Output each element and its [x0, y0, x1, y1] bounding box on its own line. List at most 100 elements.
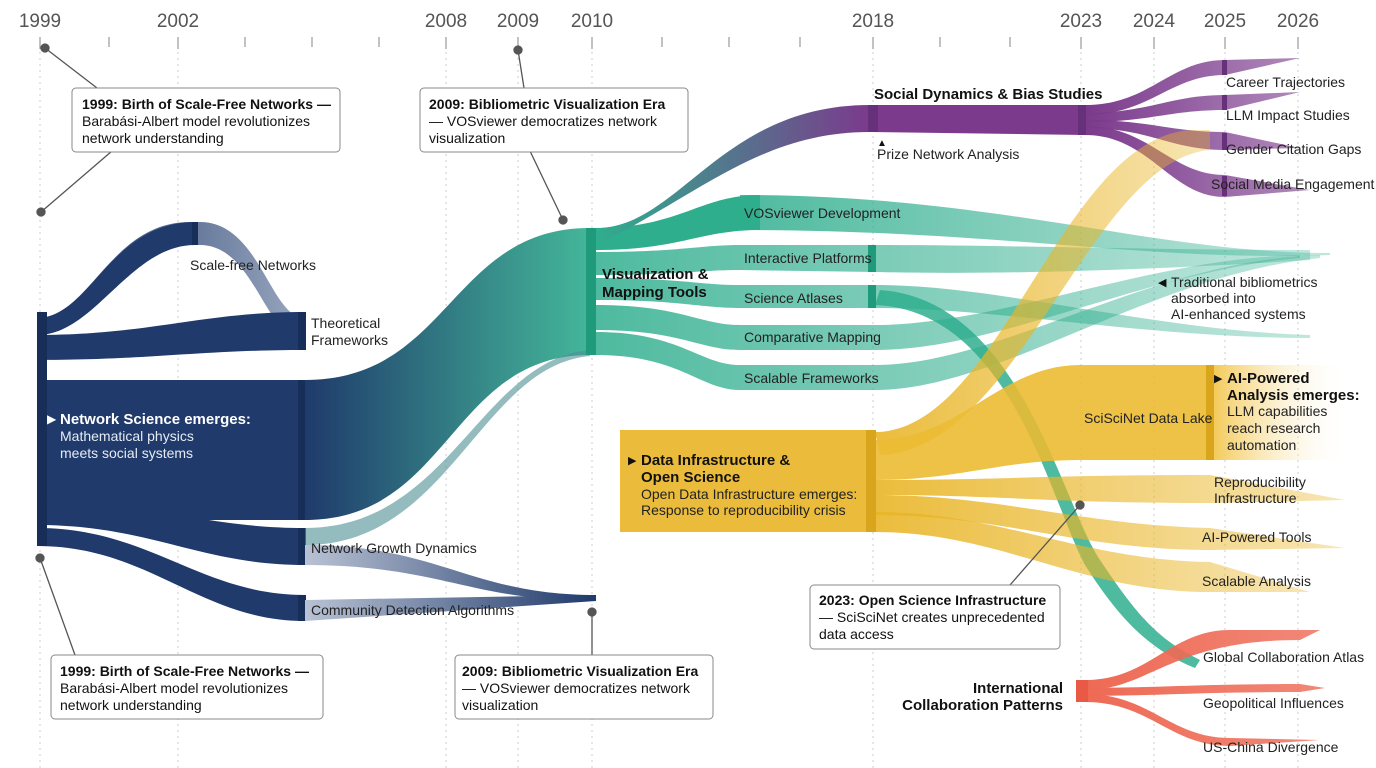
flow-comparative — [596, 255, 1300, 350]
flow-scalable-analysis — [875, 512, 1310, 592]
label-global-atlas: Global Collaboration Atlas — [1203, 649, 1364, 665]
label-ai-desc: LLM capabilities — [1227, 403, 1327, 419]
label-traditional: AI-enhanced systems — [1171, 306, 1306, 322]
data-node — [866, 430, 876, 532]
callout-title: 1999: Birth of Scale-Free Networks — — [60, 663, 309, 679]
year-label: 2010 — [571, 11, 613, 32]
flow-vosviewer — [740, 195, 1330, 257]
label-growth: Network Growth Dynamics — [311, 540, 477, 556]
triangle-right-icon: ▶ — [628, 455, 637, 467]
label-community: Community Detection Algorithms — [311, 602, 514, 618]
callout-2009-top: 2009: Bibliometric Visualization Era — V… — [419, 87, 689, 153]
label-ai-powered: AI-Powered — [1227, 370, 1310, 387]
flow-atlases — [596, 278, 1310, 338]
label-ai-powered: Analysis emerges: — [1227, 387, 1360, 404]
flow-scale-free — [37, 222, 305, 340]
label-scalable-analysis: Scalable Analysis — [1202, 573, 1311, 589]
label-gender: Gender Citation Gaps — [1226, 141, 1361, 157]
flow-theoretical — [37, 312, 305, 360]
callout-1999-bottom: 1999: Birth of Scale-Free Networks — Bar… — [50, 654, 324, 720]
triangle-up-icon: ▲ — [877, 138, 887, 149]
flow-interactive — [596, 245, 1310, 275]
label-data-desc: Open Data Infrastructure emerges: — [641, 486, 857, 502]
flow-social-media — [1085, 126, 1310, 197]
flow-sciscinet — [875, 365, 1210, 480]
label-scalable-frameworks: Scalable Frameworks — [744, 370, 879, 386]
year-label: 2009 — [497, 11, 539, 32]
label-comparative: Comparative Mapping — [744, 329, 881, 345]
year-label: 2023 — [1060, 11, 1102, 32]
flow-to-gender — [875, 130, 1210, 455]
triangle-right-icon: ▶ — [1214, 373, 1223, 385]
flow-main — [37, 380, 305, 520]
label-data-desc: Response to reproducibility crisis — [641, 502, 846, 518]
label-career: Career Trajectories — [1226, 74, 1345, 90]
network-science-node — [37, 312, 47, 546]
label-data-infrastructure: Data Infrastructure & — [641, 452, 790, 469]
year-label: 2002 — [157, 11, 199, 32]
triangle-right-icon: ▶ — [47, 412, 57, 426]
callout-text: visualization — [462, 697, 538, 713]
callout-title: 2009: Bibliometric Visualization Era — [429, 96, 665, 112]
label-vosviewer: VOSviewer Development — [744, 205, 901, 221]
label-interactive: Interactive Platforms — [744, 250, 872, 266]
year-label: 1999 — [19, 11, 61, 32]
callout-title: 1999: Birth of Scale-Free Networks — — [82, 96, 331, 112]
label-visualization: Visualization & — [602, 266, 709, 283]
label-scale-free: Scale-free Networks — [190, 257, 316, 273]
callout-text: Barabási-Albert model revolutionizes — [60, 680, 288, 696]
callout-text: data access — [819, 626, 894, 642]
ai-powered-node — [1210, 365, 1350, 460]
flow-llm-impact — [1085, 92, 1300, 122]
callout-2023: 2023: Open Science Infrastructure — SciS… — [809, 584, 1061, 650]
label-visualization: Mapping Tools — [602, 284, 707, 301]
label-traditional: Traditional bibliometrics — [1171, 274, 1318, 290]
callouts: 1999: Birth of Scale-Free Networks — Bar… — [35, 43, 1085, 720]
year-label: 2026 — [1277, 11, 1319, 32]
data-infrastructure-flows — [620, 130, 1350, 592]
label-reproducibility: Reproducibility — [1214, 474, 1306, 490]
timeline-axis: 1999 2002 2008 2009 2010 2018 2023 2024 … — [19, 11, 1319, 768]
visualization-node — [586, 228, 596, 355]
callout-text: visualization — [429, 130, 505, 146]
label-network-science-desc: meets social systems — [60, 445, 193, 461]
collaboration-node — [1076, 680, 1088, 702]
visualization-flows — [586, 105, 1330, 668]
label-network-science: Network Science emerges: — [60, 411, 251, 428]
label-us-china: US-China Divergence — [1203, 739, 1339, 755]
callout-2009-bottom: 2009: Bibliometric Visualization Era — V… — [454, 654, 714, 720]
label-international: International — [973, 680, 1063, 697]
label-international: Collaboration Patterns — [902, 697, 1063, 714]
year-label: 2025 — [1204, 11, 1246, 32]
label-data-infrastructure: Open Science — [641, 469, 740, 486]
callout-title: 2009: Bibliometric Visualization Era — [462, 663, 698, 679]
year-label: 2008 — [425, 11, 467, 32]
label-theoretical: Theoretical — [311, 315, 380, 331]
label-ai-tools: AI-Powered Tools — [1202, 529, 1311, 545]
callout-text: — SciSciNet creates unprecedented — [819, 609, 1045, 625]
flow-growth — [37, 500, 305, 565]
callout-text: network understanding — [60, 697, 202, 713]
flow-scalable-frameworks — [596, 255, 1320, 390]
flow-reproducibility — [875, 475, 1345, 503]
label-theoretical: Frameworks — [311, 332, 388, 348]
callout-text: Barabási-Albert model revolutionizes — [82, 113, 310, 129]
callout-1999-top: 1999: Birth of Scale-Free Networks — Bar… — [71, 87, 341, 153]
label-geopolitical: Geopolitical Influences — [1203, 695, 1344, 711]
label-social-media: Social Media Engagement — [1211, 176, 1375, 192]
flow-growth-to-community — [305, 545, 596, 601]
label-prize: Prize Network Analysis — [877, 146, 1019, 162]
collaboration-flows — [1076, 630, 1325, 746]
flow-community — [37, 528, 305, 621]
social-node — [868, 105, 878, 132]
label-ai-desc: automation — [1227, 437, 1296, 453]
flow-ai-tools — [875, 495, 1345, 550]
callout-title: 2023: Open Science Infrastructure — [819, 592, 1046, 608]
year-label: 2024 — [1133, 11, 1176, 32]
year-label: 2018 — [852, 11, 894, 32]
callout-text: network understanding — [82, 130, 224, 146]
label-social: Social Dynamics & Bias Studies — [874, 86, 1102, 103]
node-labels: Scale-free Networks Theoretical Framewor… — [47, 74, 1375, 755]
flow-to-visualization — [305, 228, 590, 520]
label-network-science-desc: Mathematical physics — [60, 428, 194, 444]
